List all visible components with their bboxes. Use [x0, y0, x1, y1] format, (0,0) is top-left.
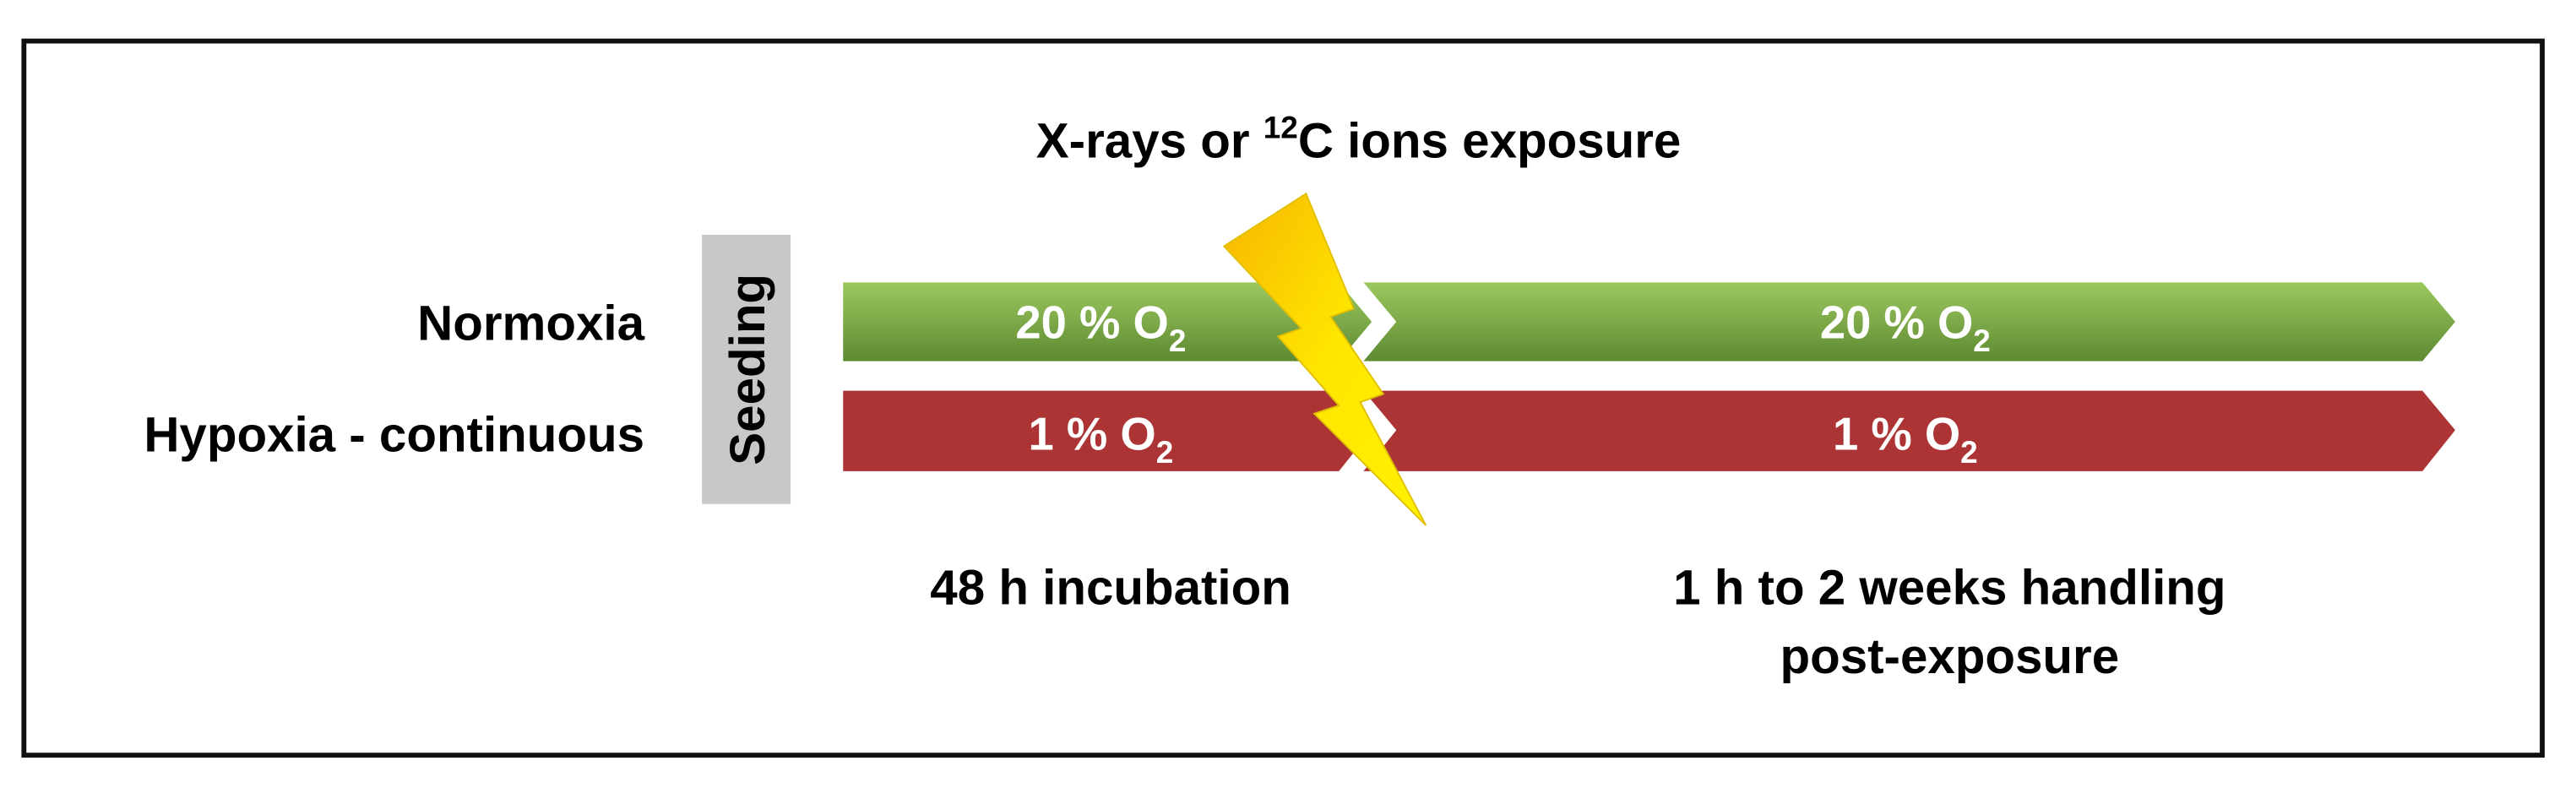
- phase-label: 1 h to 2 weeks handling: [1673, 560, 2225, 615]
- seeding-box: [702, 234, 791, 504]
- arrow: [1363, 390, 2456, 471]
- phase-text-main: 1 % O: [1833, 409, 1960, 460]
- phase-text: 1 % O2: [1833, 409, 1978, 470]
- hypoxia-arrows: [843, 390, 2456, 471]
- phase-text-sub: 2: [1960, 435, 1978, 470]
- phase-label: 48 h incubation: [930, 560, 1291, 615]
- title-sup: 12: [1264, 110, 1298, 144]
- normoxia-arrows: [843, 282, 2456, 361]
- phase-text-main: 20 % O: [1015, 296, 1168, 348]
- phase-text-sub: 2: [1973, 323, 1991, 358]
- arrow: [1363, 282, 2456, 361]
- title-part: C ions exposure: [1298, 114, 1682, 169]
- phase-text: 1 % O2: [1029, 409, 1174, 470]
- phase-text-main: 1 % O: [1029, 409, 1156, 460]
- arrow: [843, 282, 1372, 361]
- lightning-bolt: [1222, 192, 1427, 526]
- phase-label: post-exposure: [1780, 629, 2119, 684]
- row-label: Hypoxia - continuous: [144, 408, 644, 463]
- title-part: X-rays or: [1036, 114, 1264, 169]
- arrow: [843, 390, 1372, 471]
- title: X-rays or 12C ions exposure: [1036, 110, 1682, 168]
- phase-text-sub: 2: [1156, 435, 1174, 470]
- phase-text: 20 % O2: [1820, 296, 1991, 358]
- phase-text-sub: 2: [1169, 323, 1187, 358]
- phase-text: 20 % O2: [1015, 296, 1186, 358]
- seeding-label: Seeding: [720, 274, 775, 465]
- phase-text-main: 20 % O: [1820, 296, 1973, 348]
- row-label: Normoxia: [417, 296, 644, 351]
